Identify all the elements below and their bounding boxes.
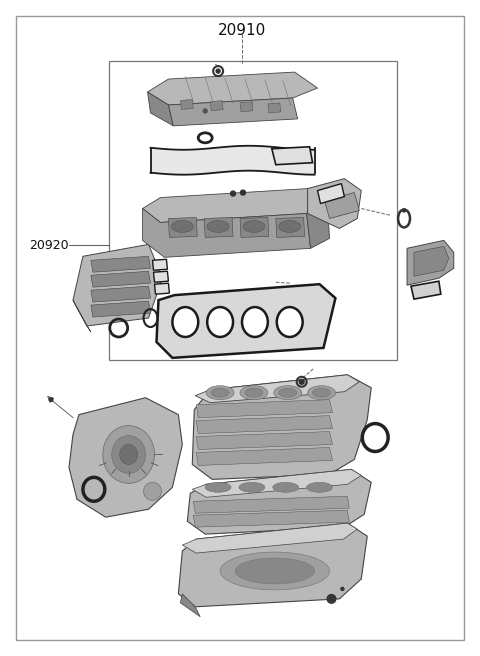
Ellipse shape (120, 445, 138, 464)
Text: 20910: 20910 (218, 24, 266, 38)
Ellipse shape (243, 220, 265, 232)
Polygon shape (192, 470, 361, 497)
Polygon shape (168, 218, 197, 237)
Ellipse shape (279, 220, 300, 232)
Ellipse shape (279, 388, 297, 397)
Polygon shape (192, 375, 371, 480)
Ellipse shape (245, 388, 263, 397)
Ellipse shape (220, 552, 329, 590)
Circle shape (203, 109, 207, 113)
Polygon shape (240, 102, 253, 112)
Polygon shape (147, 72, 318, 105)
Polygon shape (196, 416, 333, 434)
Polygon shape (180, 100, 193, 110)
Ellipse shape (171, 220, 193, 232)
Ellipse shape (235, 558, 314, 584)
Ellipse shape (206, 386, 234, 400)
Polygon shape (204, 218, 233, 237)
Polygon shape (91, 256, 151, 272)
Polygon shape (180, 594, 200, 617)
Polygon shape (182, 523, 357, 553)
Ellipse shape (312, 388, 330, 397)
Polygon shape (272, 147, 312, 165)
Circle shape (299, 379, 304, 384)
Polygon shape (91, 301, 151, 317)
Polygon shape (324, 193, 360, 218)
Polygon shape (179, 523, 367, 607)
Ellipse shape (207, 220, 229, 232)
Polygon shape (196, 400, 333, 418)
Polygon shape (91, 271, 151, 287)
Polygon shape (196, 432, 333, 449)
Ellipse shape (112, 436, 145, 474)
Polygon shape (155, 283, 169, 294)
Ellipse shape (144, 482, 161, 501)
Ellipse shape (277, 307, 302, 337)
Polygon shape (91, 286, 151, 302)
Ellipse shape (308, 386, 336, 400)
Polygon shape (143, 209, 311, 257)
Circle shape (329, 596, 334, 602)
Ellipse shape (172, 307, 198, 337)
Polygon shape (308, 178, 361, 228)
Polygon shape (276, 218, 305, 237)
Polygon shape (153, 259, 168, 270)
Bar (109, 61, 397, 360)
Polygon shape (73, 300, 91, 332)
Polygon shape (147, 92, 173, 126)
Polygon shape (187, 470, 371, 534)
Polygon shape (73, 244, 162, 326)
Ellipse shape (274, 386, 301, 400)
Polygon shape (154, 271, 168, 282)
Ellipse shape (242, 307, 268, 337)
Ellipse shape (211, 388, 229, 397)
Ellipse shape (273, 482, 299, 492)
Text: 20920: 20920 (29, 239, 69, 252)
Polygon shape (411, 281, 441, 299)
Circle shape (403, 209, 406, 212)
Ellipse shape (307, 482, 333, 492)
Polygon shape (193, 510, 349, 527)
Polygon shape (414, 247, 449, 276)
Circle shape (240, 190, 245, 195)
Ellipse shape (239, 482, 265, 492)
Ellipse shape (240, 386, 268, 400)
Circle shape (230, 191, 236, 196)
Polygon shape (318, 184, 344, 203)
Ellipse shape (207, 307, 233, 337)
Polygon shape (156, 284, 336, 358)
Polygon shape (168, 98, 298, 126)
Circle shape (216, 69, 220, 73)
Polygon shape (69, 398, 182, 517)
Polygon shape (240, 218, 269, 237)
Polygon shape (407, 240, 454, 285)
Polygon shape (307, 203, 329, 249)
Polygon shape (195, 375, 360, 403)
Polygon shape (268, 103, 281, 113)
Polygon shape (143, 188, 327, 222)
Polygon shape (193, 497, 349, 513)
Ellipse shape (103, 426, 155, 483)
Polygon shape (210, 100, 223, 111)
Circle shape (49, 398, 53, 401)
Ellipse shape (205, 482, 231, 492)
Circle shape (341, 587, 344, 590)
Polygon shape (196, 447, 333, 465)
